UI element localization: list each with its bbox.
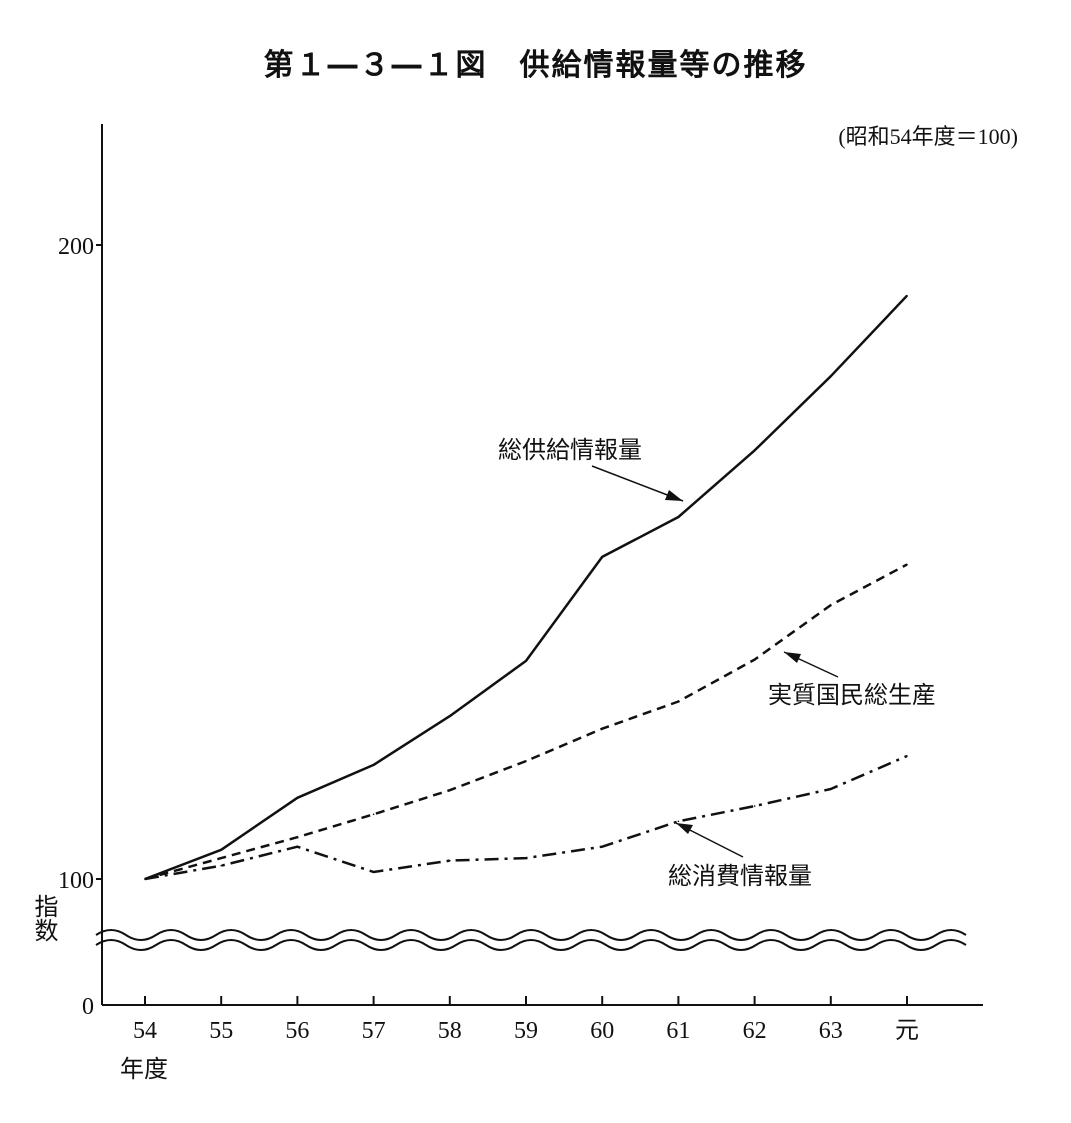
axis-break-wave-upper bbox=[95, 929, 967, 941]
data-point bbox=[906, 563, 908, 566]
y-tick-label-100: 100 bbox=[58, 868, 94, 894]
x-tick-label: 54 bbox=[133, 1018, 157, 1044]
x-tick-label: 60 bbox=[590, 1018, 614, 1044]
axis-break-wave-lower bbox=[95, 939, 967, 951]
data-point bbox=[677, 700, 680, 703]
data-point bbox=[830, 788, 832, 790]
y-axis-label: 指数 bbox=[30, 894, 58, 942]
x-tick-label: 元 bbox=[895, 1018, 919, 1044]
base-note: (昭和54年度＝100) bbox=[838, 124, 1018, 149]
arrowhead-real-gnp bbox=[784, 652, 801, 663]
x-tick-label: 55 bbox=[209, 1018, 233, 1044]
x-tick-label: 62 bbox=[743, 1018, 767, 1044]
series-label-total-supply: 総供給情報量 bbox=[498, 436, 642, 464]
y-tick-label-0: 0 bbox=[82, 994, 94, 1020]
series-line-0 bbox=[144, 294, 908, 881]
series-label-real-gnp: 実質国民総生産 bbox=[768, 681, 936, 709]
chart-title: 第１―３―１図 供給情報量等の推移 bbox=[263, 48, 808, 83]
x-tick-label: 56 bbox=[285, 1018, 309, 1044]
data-point bbox=[677, 516, 680, 518]
data-point bbox=[372, 813, 375, 816]
series-label-total-consumption: 総消費情報量 bbox=[668, 862, 812, 890]
data-point bbox=[144, 878, 146, 880]
x-axis-label: 年度 bbox=[120, 1055, 168, 1083]
data-point bbox=[677, 820, 680, 823]
x-tick-label: 61 bbox=[666, 1018, 690, 1044]
data-point bbox=[220, 864, 222, 867]
data-point bbox=[830, 375, 832, 378]
data-point bbox=[449, 715, 451, 717]
data-point bbox=[296, 797, 299, 799]
data-point bbox=[906, 294, 908, 297]
data-point bbox=[525, 660, 527, 662]
data-point bbox=[372, 764, 375, 766]
data-point bbox=[296, 845, 299, 848]
data-point bbox=[601, 845, 603, 848]
series-lines bbox=[144, 294, 908, 881]
data-point bbox=[753, 449, 756, 452]
y-tick-label-200: 200 bbox=[58, 234, 94, 260]
data-point bbox=[753, 805, 756, 807]
data-point bbox=[525, 760, 527, 762]
data-point bbox=[372, 871, 375, 873]
data-point bbox=[449, 789, 451, 792]
data-point bbox=[525, 857, 527, 859]
series-line-1 bbox=[144, 563, 908, 881]
x-ticks: 54 55 56 57 58 59 60 61 62 63 元 bbox=[133, 996, 919, 1044]
data-point bbox=[296, 836, 299, 838]
x-tick-label: 58 bbox=[438, 1018, 462, 1044]
data-point bbox=[449, 859, 451, 862]
data-point bbox=[753, 658, 756, 661]
arrowhead-total-consumption bbox=[676, 823, 693, 834]
data-point bbox=[830, 604, 832, 606]
arrowhead-total-supply bbox=[665, 490, 683, 501]
data-point bbox=[601, 727, 603, 730]
x-tick-label: 59 bbox=[514, 1018, 538, 1044]
data-point bbox=[220, 849, 222, 851]
series-line-2 bbox=[144, 754, 908, 881]
x-tick-label: 57 bbox=[362, 1018, 386, 1044]
data-point bbox=[220, 857, 222, 859]
data-point bbox=[906, 755, 908, 757]
data-point bbox=[601, 556, 603, 558]
x-tick-label: 63 bbox=[819, 1018, 843, 1044]
